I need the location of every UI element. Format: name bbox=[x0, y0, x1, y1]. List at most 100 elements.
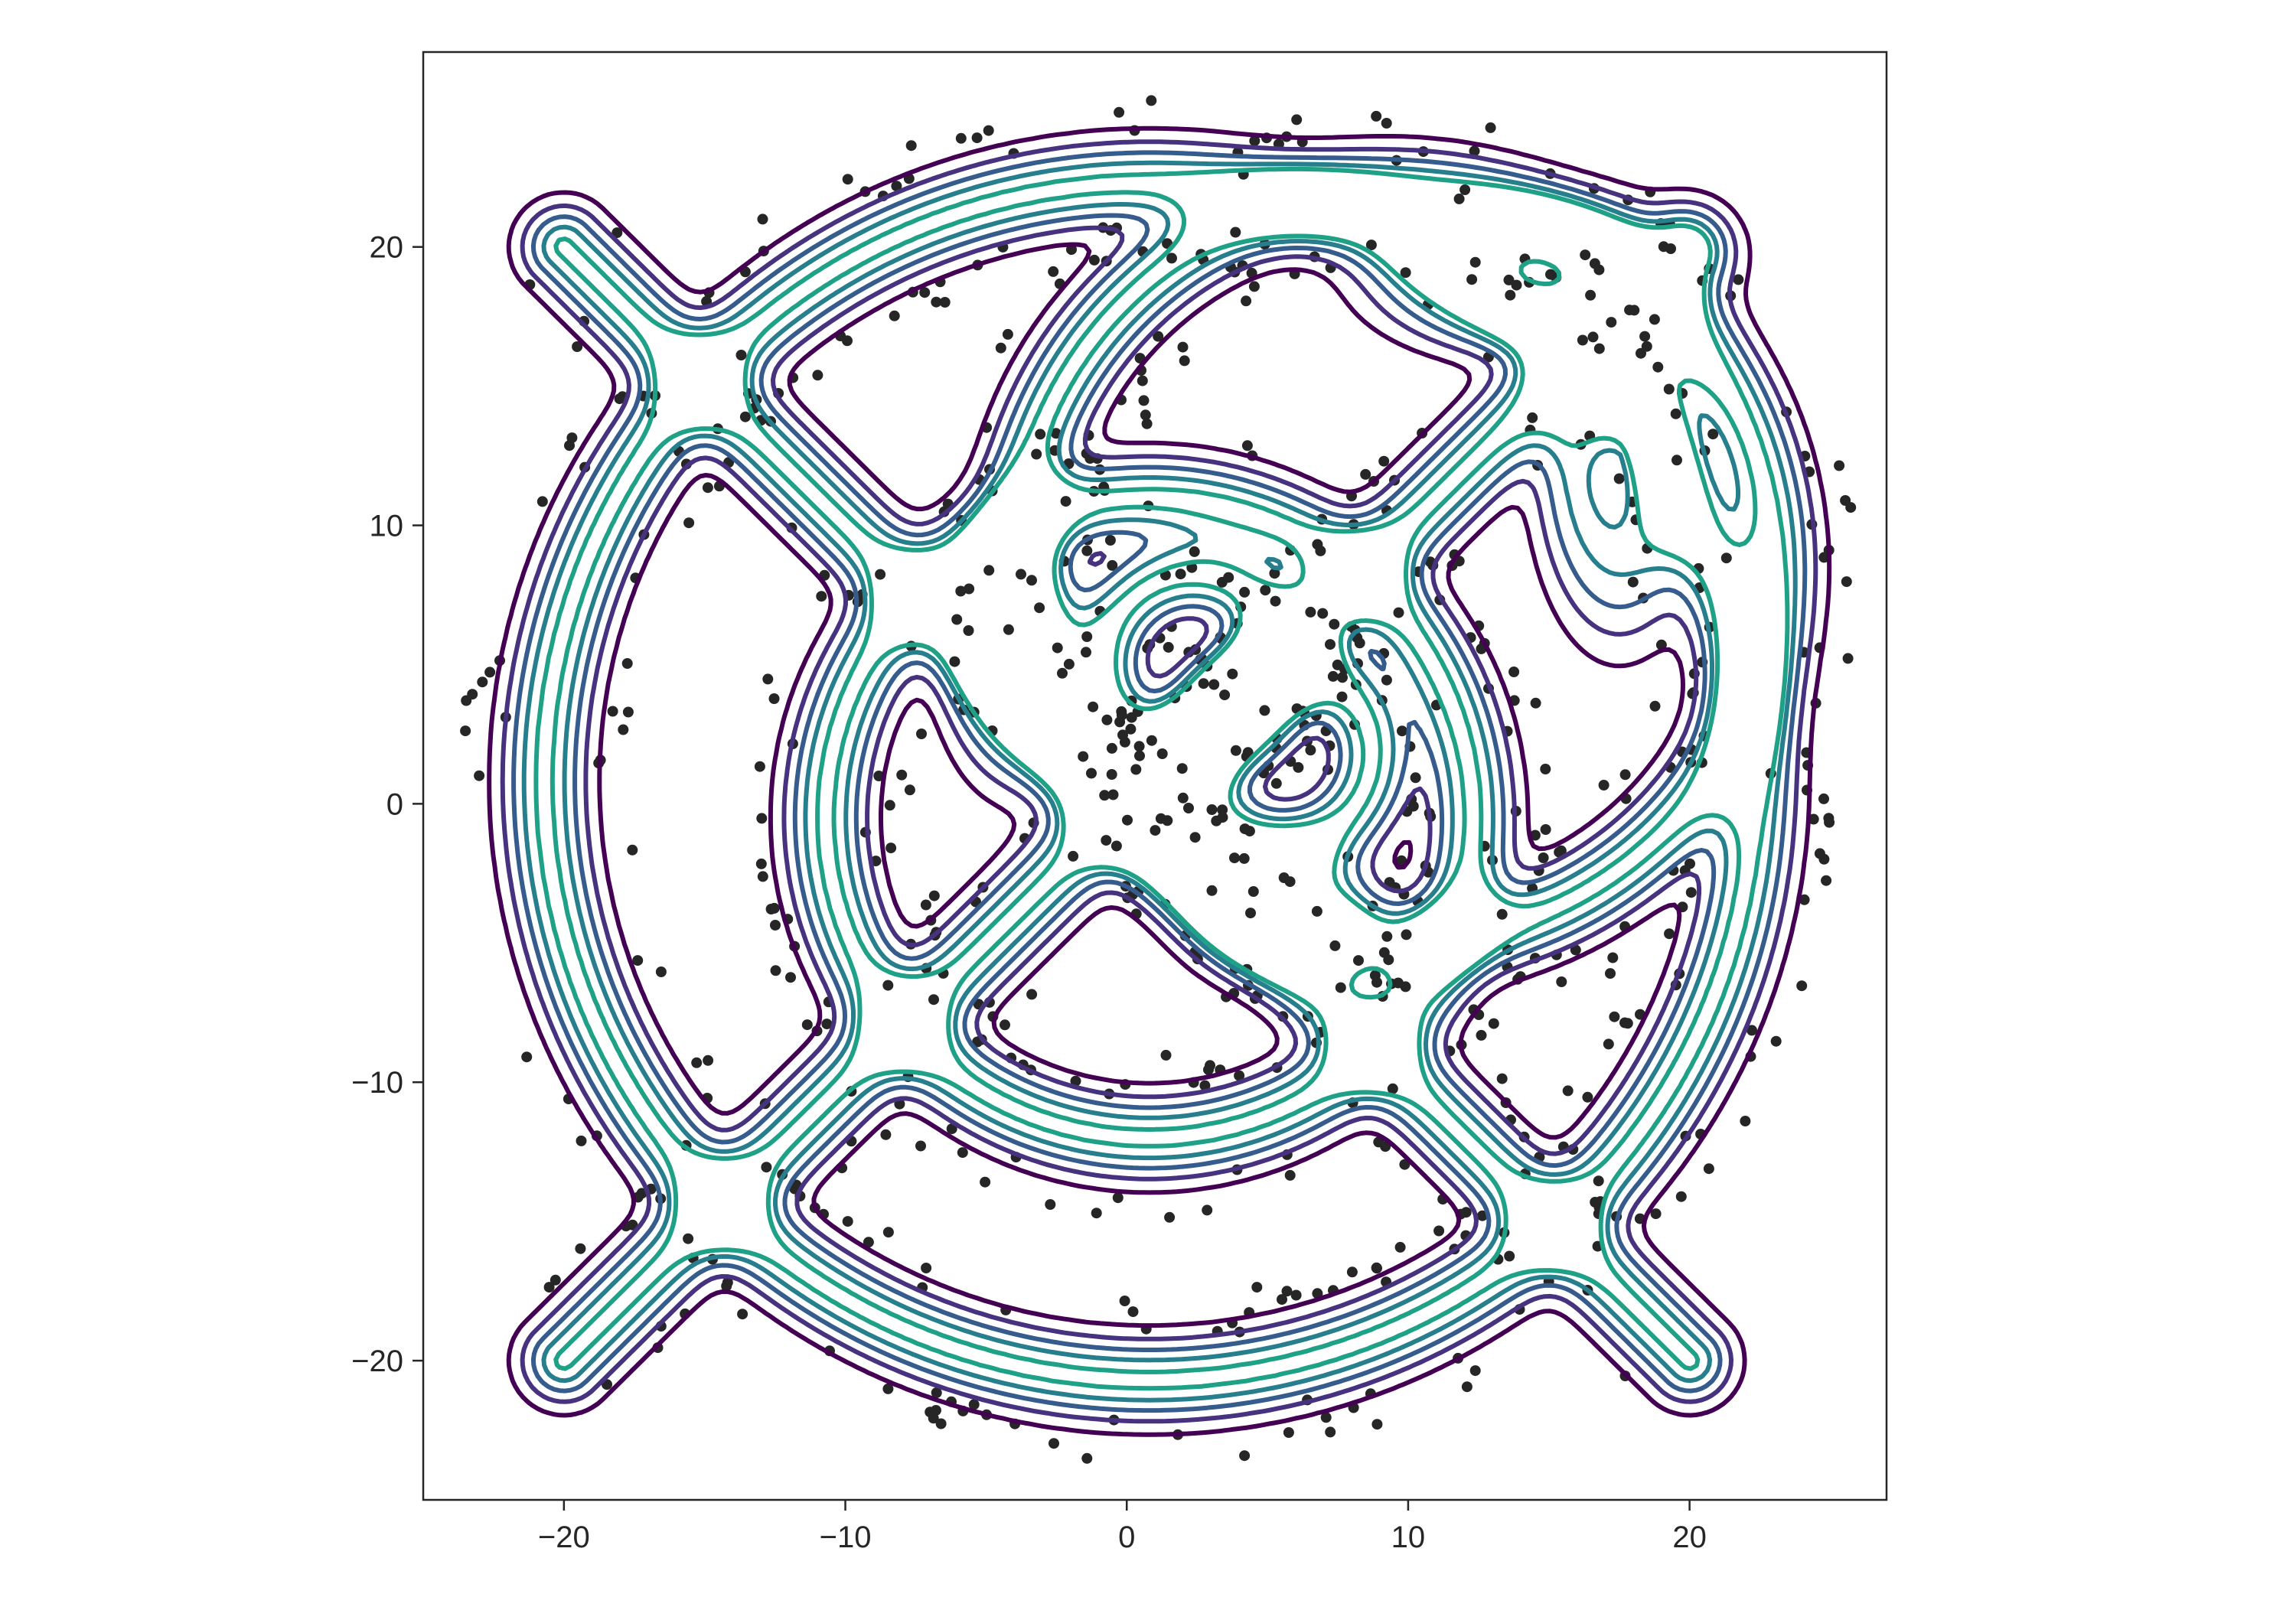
data-point bbox=[1627, 576, 1639, 588]
data-point bbox=[1325, 639, 1336, 650]
data-point bbox=[983, 125, 994, 136]
data-point bbox=[756, 813, 768, 824]
data-point bbox=[1476, 1210, 1488, 1221]
data-point bbox=[1371, 1419, 1383, 1430]
data-point bbox=[1613, 473, 1625, 484]
data-point bbox=[1664, 928, 1675, 940]
data-point bbox=[1175, 569, 1186, 580]
data-point bbox=[1278, 872, 1290, 883]
data-point bbox=[928, 890, 940, 901]
data-point bbox=[1381, 674, 1392, 686]
data-point bbox=[1336, 691, 1348, 702]
y-tick-label: 20 bbox=[370, 231, 404, 265]
data-point bbox=[1091, 1208, 1102, 1219]
data-point bbox=[1081, 545, 1093, 556]
data-point bbox=[955, 132, 967, 144]
data-point bbox=[921, 1263, 932, 1273]
data-point bbox=[1671, 455, 1682, 466]
data-point bbox=[963, 625, 974, 636]
x-tick-label: −20 bbox=[538, 1521, 590, 1554]
data-point bbox=[739, 411, 751, 422]
data-point bbox=[1720, 553, 1732, 564]
data-point bbox=[1106, 769, 1117, 780]
data-point bbox=[896, 769, 908, 781]
data-point bbox=[1360, 468, 1371, 480]
data-point bbox=[1127, 1306, 1139, 1318]
data-point bbox=[812, 370, 823, 381]
data-point bbox=[1217, 812, 1228, 823]
data-point bbox=[762, 673, 774, 685]
data-point bbox=[1609, 1011, 1620, 1022]
data-point bbox=[1496, 1073, 1508, 1084]
data-point bbox=[1125, 723, 1137, 735]
data-point bbox=[1353, 955, 1364, 966]
data-point bbox=[1116, 706, 1127, 717]
data-point bbox=[880, 1129, 892, 1140]
data-point bbox=[1504, 1250, 1515, 1262]
data-point bbox=[761, 1162, 772, 1173]
data-point bbox=[916, 729, 927, 739]
data-point bbox=[816, 591, 827, 602]
data-point bbox=[1176, 763, 1188, 774]
data-point bbox=[1247, 886, 1259, 897]
data-point bbox=[1060, 496, 1071, 507]
data-point bbox=[1636, 347, 1646, 359]
data-point bbox=[995, 342, 1006, 354]
data-point bbox=[1016, 569, 1026, 580]
data-point bbox=[1663, 383, 1675, 395]
x-tick-label: 20 bbox=[1672, 1521, 1707, 1554]
data-point bbox=[1818, 793, 1829, 804]
data-point bbox=[1670, 408, 1681, 419]
data-point bbox=[1378, 455, 1390, 467]
data-point bbox=[1485, 122, 1496, 133]
data-point bbox=[1580, 249, 1591, 261]
data-point bbox=[622, 706, 634, 718]
data-point bbox=[1410, 772, 1421, 784]
data-point bbox=[1034, 602, 1045, 614]
data-point bbox=[1327, 670, 1339, 682]
data-point bbox=[1354, 637, 1365, 649]
data-point bbox=[1150, 825, 1161, 836]
data-point bbox=[1163, 641, 1174, 653]
data-point bbox=[1556, 976, 1567, 987]
data-point bbox=[536, 496, 548, 507]
data-point bbox=[1198, 678, 1209, 689]
data-point bbox=[1511, 279, 1522, 291]
data-point bbox=[1381, 931, 1393, 942]
data-point bbox=[1000, 1019, 1010, 1031]
data-point bbox=[683, 517, 695, 529]
data-point bbox=[1842, 653, 1854, 664]
data-point bbox=[1841, 576, 1852, 588]
data-point bbox=[882, 1227, 894, 1238]
data-point bbox=[627, 844, 638, 856]
data-point bbox=[1371, 110, 1382, 122]
data-point bbox=[564, 440, 575, 451]
data-point bbox=[1305, 606, 1316, 618]
data-point bbox=[971, 132, 983, 144]
data-point bbox=[1824, 817, 1835, 828]
data-point bbox=[1239, 586, 1251, 598]
data-point bbox=[1104, 535, 1116, 546]
data-point bbox=[1141, 418, 1153, 429]
data-point bbox=[1320, 1412, 1332, 1423]
data-point bbox=[785, 972, 796, 983]
data-point bbox=[1401, 929, 1412, 940]
data-point bbox=[1110, 840, 1122, 852]
data-point bbox=[576, 1135, 587, 1146]
data-point bbox=[939, 297, 951, 308]
data-point bbox=[1527, 412, 1538, 423]
data-point bbox=[1138, 395, 1150, 406]
data-point bbox=[1476, 1029, 1487, 1041]
data-point bbox=[1605, 968, 1616, 980]
data-point bbox=[1088, 701, 1099, 712]
data-point bbox=[1114, 106, 1125, 118]
data-point bbox=[957, 1147, 968, 1159]
data-point bbox=[1585, 289, 1596, 301]
data-point bbox=[1031, 448, 1042, 460]
data-point bbox=[1238, 852, 1250, 864]
data-point bbox=[1603, 1038, 1614, 1050]
data-point bbox=[1400, 981, 1411, 993]
data-point bbox=[1589, 258, 1600, 269]
data-point bbox=[1703, 1163, 1714, 1175]
data-point bbox=[1227, 668, 1238, 680]
